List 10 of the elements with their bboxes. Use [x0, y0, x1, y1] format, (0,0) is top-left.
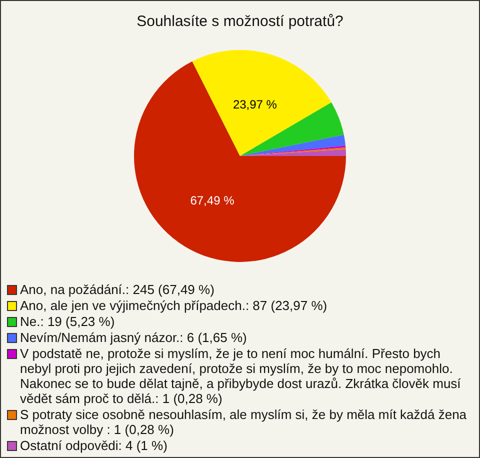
legend-label: Ostatní odpovědi: 4 (1 %) — [20, 438, 168, 453]
legend-label: S potraty sice osobně nesouhlasím, ale myslím si, že by měla mít každá žena možnost volby : 1 (0,28 %) — [20, 407, 468, 437]
legend-label: Ano, ale jen ve výjimečných případech.: 87 (23,97 %) — [20, 298, 328, 313]
legend-label: Ne.: 19 (5,23 %) — [20, 314, 115, 329]
legend-label: Nevím/Nemám jasný názor.: 6 (1,65 %) — [20, 330, 247, 345]
data-label: 23,97 % — [232, 97, 278, 112]
legend-label: V podstatě ne, protože si myslím, že je to není moc humální. Přesto bych nebyl proti pro jejich zavedení, protože si myslím, že by to moc nepomohlo. Nakonec se to bude dělat tajně, a přibybyde dost urazů. Zkrátka člověk musí vědět sám proč to dělá.: 1 (0,28 %) — [20, 346, 462, 406]
legend-label: Ano, na požádání.: 245 (67,49 %) — [20, 282, 214, 297]
chart-title: Souhlasíte s možností potratů? — [136, 13, 344, 30]
data-label: 67,49 % — [190, 193, 235, 208]
